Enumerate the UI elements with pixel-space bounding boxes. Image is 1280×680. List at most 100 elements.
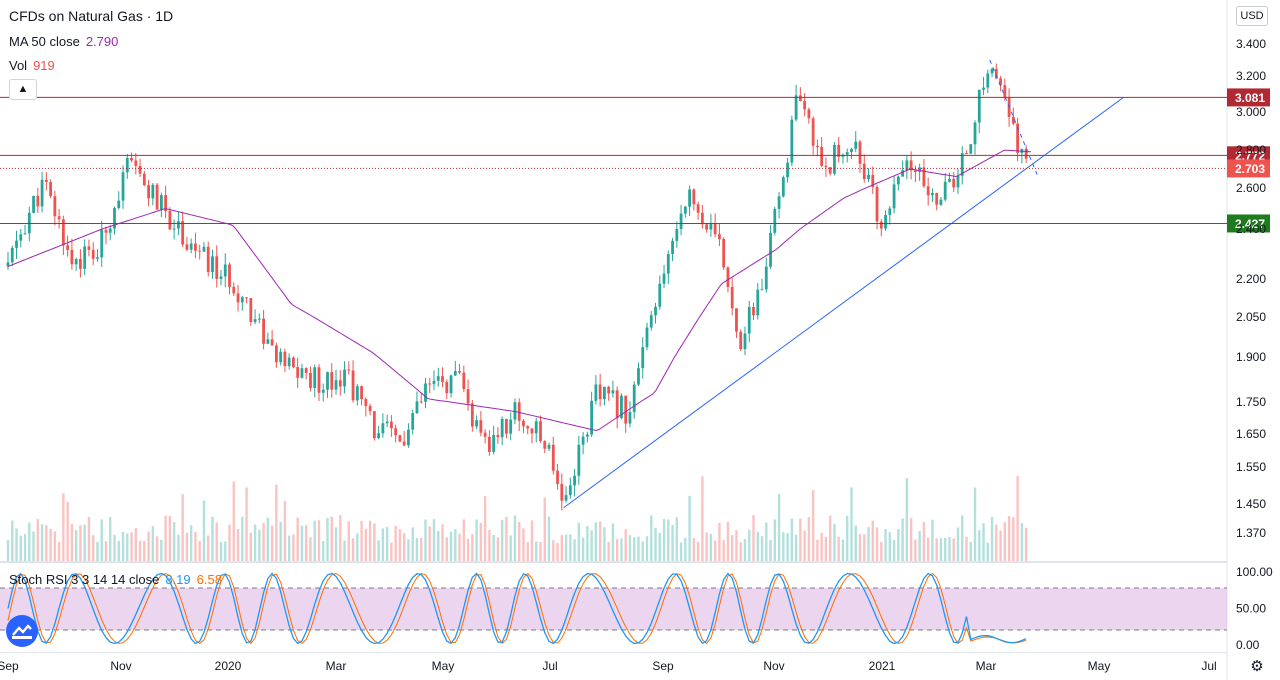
volume-bar — [160, 539, 163, 561]
volume-bar — [151, 526, 155, 561]
price-label: 2.772 — [1235, 149, 1265, 163]
volume-bar — [296, 517, 299, 561]
volume-bar — [782, 532, 785, 561]
volume-bar — [262, 522, 265, 561]
candle-body — [896, 176, 900, 185]
volume-bar — [841, 539, 845, 561]
candle-body — [530, 428, 534, 434]
volume-bar — [437, 531, 440, 561]
candle-body — [628, 411, 632, 424]
candle-body — [236, 293, 240, 303]
currency-button[interactable]: USD — [1236, 6, 1268, 26]
volume-bar — [577, 522, 581, 561]
volume-bar — [236, 528, 240, 561]
candle-body — [513, 402, 517, 420]
candle-body — [398, 435, 402, 442]
volume-bar — [364, 528, 368, 561]
candle-body — [113, 208, 116, 229]
candle-body — [338, 380, 342, 387]
candle-body — [266, 339, 270, 344]
candle-body — [57, 216, 61, 220]
price-tick-label: 1.370 — [1236, 526, 1266, 540]
volume-bar — [356, 533, 359, 561]
volume-bar — [522, 528, 525, 561]
candle-body — [6, 262, 10, 267]
volume-bar — [999, 530, 1002, 561]
volume-bar — [926, 537, 930, 561]
volume-bar — [820, 532, 823, 561]
volume-bar — [1016, 476, 1019, 561]
candle-body — [1011, 116, 1015, 124]
candle-body — [649, 315, 653, 328]
volume-bar — [368, 520, 372, 561]
volume-bar — [752, 515, 755, 561]
volume-bar — [6, 540, 10, 561]
ma50-line — [7, 149, 1032, 432]
volume-bar — [846, 515, 849, 561]
candle-body — [206, 246, 210, 273]
volume-bar — [526, 542, 529, 561]
candle-body — [786, 162, 789, 178]
candle-body — [407, 429, 410, 446]
volume-bar — [40, 524, 44, 561]
collapse-legend-button[interactable]: ▲ — [9, 79, 37, 100]
candle-body — [159, 195, 163, 210]
candle-body — [858, 141, 862, 164]
candle-body — [654, 306, 657, 316]
candle-body — [560, 483, 564, 501]
candle-body — [436, 376, 440, 381]
volume-bar — [79, 525, 82, 561]
candle-body — [108, 228, 112, 233]
candle-body — [1016, 123, 1020, 153]
candle-body — [91, 249, 95, 259]
volume-bar — [309, 537, 312, 561]
candle-body — [177, 221, 180, 229]
volume-bar — [394, 525, 397, 561]
volume-bar — [875, 527, 879, 561]
candle-body — [798, 95, 802, 101]
volume-bar — [850, 487, 853, 561]
candle-body — [820, 146, 824, 166]
stoch-legend: Stoch RSI 3 3 14 14 close 8.19 6.58 — [9, 572, 222, 587]
candle-body — [449, 375, 453, 394]
candle-body — [283, 351, 287, 367]
volume-bar — [743, 538, 747, 561]
candle-body — [232, 286, 236, 294]
price-label: 2.427 — [1235, 217, 1265, 231]
candle-body — [23, 233, 27, 235]
volume-bar — [833, 523, 836, 561]
candle-body — [61, 219, 65, 246]
volume-bar — [228, 524, 231, 561]
price-tick-label: 2.200 — [1236, 272, 1266, 286]
volume-bar — [279, 521, 282, 561]
candle-body — [300, 368, 304, 378]
candle-body — [543, 441, 547, 449]
volume-bar — [615, 538, 619, 561]
candle-body — [564, 495, 568, 501]
candle-body — [943, 181, 947, 200]
volume-bar — [74, 530, 78, 561]
price-tick-label: 2.800 — [1236, 143, 1266, 157]
candle-body — [343, 369, 346, 387]
volume-bar — [292, 534, 295, 561]
volume-bar — [658, 532, 661, 561]
price-tick-label: 3.400 — [1236, 37, 1266, 51]
volume-bar — [816, 539, 819, 561]
volume-bar — [594, 522, 598, 561]
candle-body — [922, 167, 926, 187]
volume-bar — [505, 516, 508, 561]
volume-bar — [982, 523, 985, 561]
volume-bar — [880, 541, 883, 561]
candle-body — [492, 434, 496, 452]
candle-body — [931, 193, 934, 196]
volume-bar — [19, 535, 22, 561]
tradingview-logo-icon[interactable] — [6, 615, 38, 647]
gear-icon[interactable]: ⚙ — [1250, 658, 1264, 675]
volume-bar — [726, 521, 730, 561]
volume-bar — [53, 531, 57, 561]
candle-body — [598, 384, 602, 400]
volume-bar — [935, 538, 938, 561]
stoch-tick-label: 100.00 — [1236, 565, 1273, 579]
volume-bar — [241, 516, 244, 561]
